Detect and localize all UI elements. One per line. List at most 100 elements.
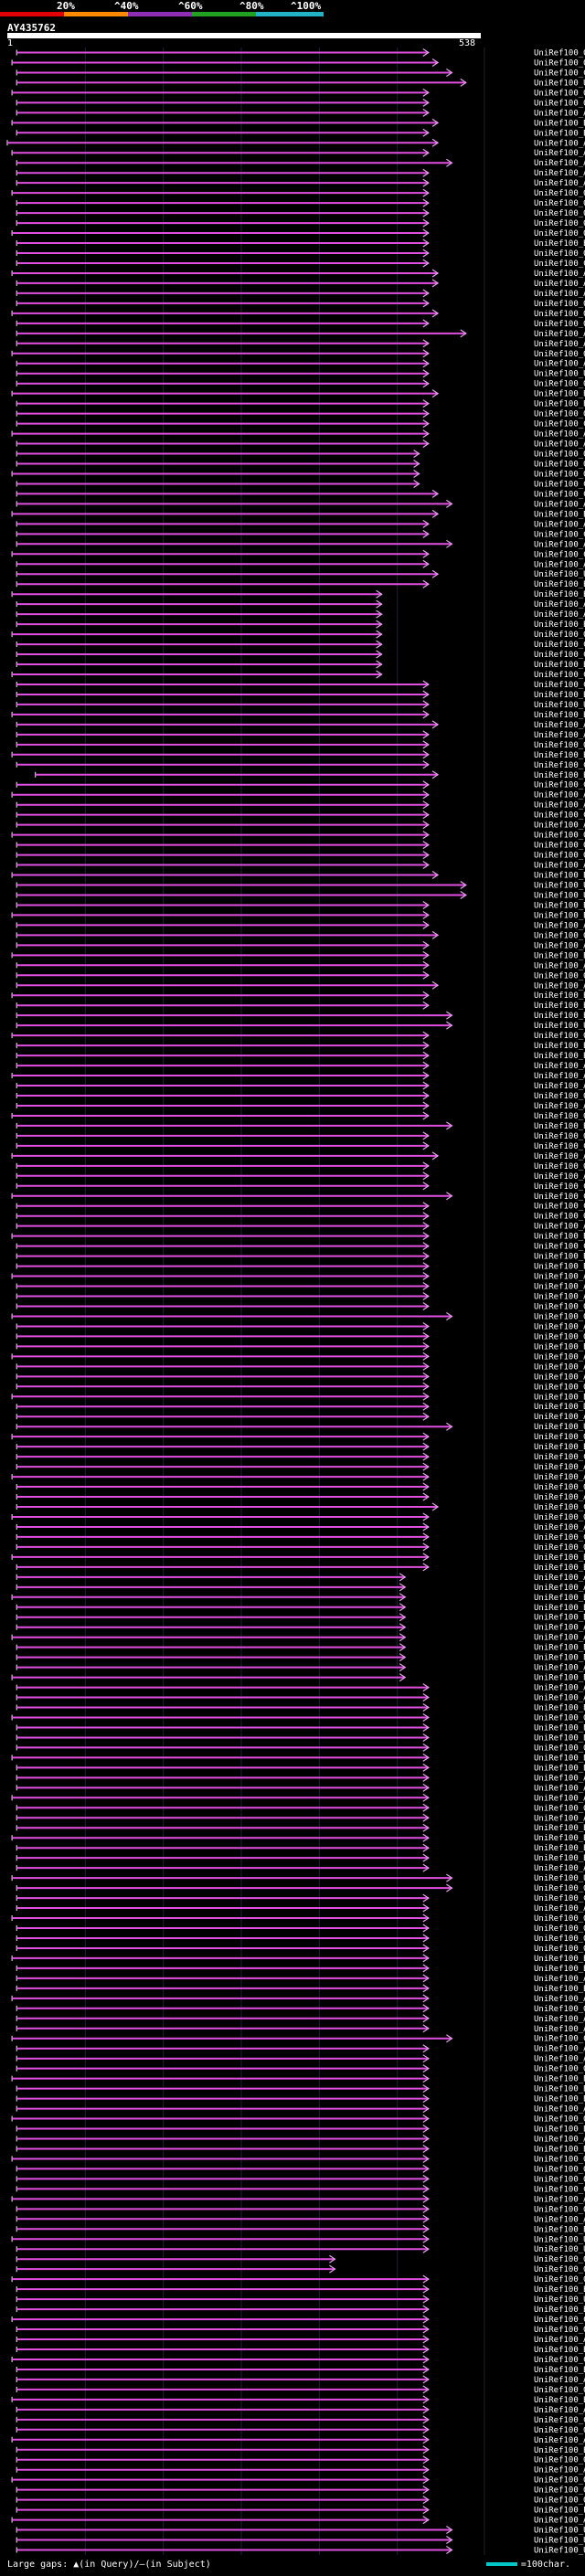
hit-label[interactable]: UniRef100_B4INF7 bbox=[534, 1263, 585, 1272]
hit-row[interactable]: UniRef100_A5E9V6 bbox=[16, 289, 585, 299]
hit-row[interactable]: UniRef100_UP1000... bbox=[11, 1873, 585, 1883]
hit-row[interactable]: UniRef100_B1W695 bbox=[16, 1442, 585, 1452]
hit-row[interactable]: UniRef100_Q0UCZ2 bbox=[11, 831, 585, 841]
hit-row[interactable]: UniRef100_Q7U730 bbox=[16, 2204, 585, 2214]
hit-label[interactable]: UniRef100_B9JUW6 bbox=[534, 2095, 585, 2104]
hit-row[interactable]: UniRef100_UP1000... bbox=[16, 2526, 585, 2536]
hit-row[interactable]: UniRef100_Q1NS76 bbox=[11, 349, 585, 359]
hit-label[interactable]: UniRef100_B1J4P8 bbox=[534, 1614, 585, 1623]
hit-label[interactable]: UniRef100_B1Z9Y6 bbox=[534, 1012, 585, 1021]
hit-row[interactable]: UniRef100_Q1DFH7 bbox=[11, 2274, 585, 2284]
hit-row[interactable]: UniRef100_A3VMH4 bbox=[16, 168, 585, 178]
hit-label[interactable]: UniRef100_B5ZN75 bbox=[534, 991, 585, 1001]
hit-row[interactable]: UniRef100_Q1AW29 bbox=[11, 1913, 585, 1924]
hit-label[interactable]: UniRef100_B9KMN7 bbox=[534, 1393, 585, 1402]
hit-row[interactable]: UniRef100_C6W304 bbox=[11, 2355, 585, 2365]
hit-row[interactable]: UniRef100_B0QCR3 bbox=[16, 2125, 585, 2135]
hit-row[interactable]: UniRef100_A3VF36 bbox=[16, 821, 585, 831]
hit-row[interactable]: UniRef100_B0T2L8 bbox=[11, 1954, 585, 1964]
hit-row[interactable]: UniRef100_Q4KGQ7 bbox=[16, 1934, 585, 1944]
hit-label[interactable]: UniRef100_Q2BX17 bbox=[534, 58, 585, 68]
hit-label[interactable]: UniRef100_A0J4T0 bbox=[534, 109, 585, 118]
hit-label[interactable]: UniRef100_B8GVZ7 bbox=[534, 2075, 585, 2084]
hit-row[interactable]: UniRef100_Q1MJL59 bbox=[16, 379, 585, 389]
hit-label[interactable]: UniRef100_B4WCM5 bbox=[534, 1764, 585, 1773]
hit-label[interactable]: UniRef100_C2IDN2 bbox=[534, 260, 585, 269]
hit-row[interactable]: UniRef100_B8FFE7 bbox=[16, 620, 585, 630]
hit-label[interactable]: UniRef100_A0LPB3 bbox=[534, 2215, 585, 2224]
hit-label[interactable]: UniRef100_UP1000... bbox=[534, 2295, 585, 2305]
hit-label[interactable]: UniRef100_C1AWO5 bbox=[534, 1894, 585, 1903]
hit-label[interactable]: UniRef100_Q8DHT3 bbox=[534, 1302, 585, 1311]
hit-label[interactable]: UniRef100_B4BBD0 bbox=[534, 1342, 585, 1352]
hit-label[interactable]: UniRef100_A9F3B3 bbox=[534, 961, 585, 970]
hit-label[interactable]: UniRef100_B5SLN8 bbox=[534, 2366, 585, 2375]
hit-label[interactable]: UniRef100_B7GZ56 bbox=[534, 2446, 585, 2455]
hit-label[interactable]: UniRef100_Q46V11 bbox=[534, 1433, 585, 1442]
hit-label[interactable]: UniRef100_A4GPR0 bbox=[534, 2406, 585, 2415]
hit-row[interactable]: UniRef100_A6BQ26 bbox=[16, 1492, 585, 1502]
hit-label[interactable]: UniRef100_C4QK58 bbox=[534, 490, 585, 499]
hit-row[interactable]: UniRef100_B5W7L8 bbox=[16, 1853, 585, 1863]
hit-row[interactable]: UniRef100_Q76QN6 bbox=[16, 2455, 585, 2465]
hit-row[interactable]: UniRef100_B1YU06 bbox=[16, 1001, 585, 1011]
hit-row[interactable]: UniRef100_B9KHQ7 bbox=[11, 710, 585, 720]
hit-label[interactable]: UniRef100_A9DCV1 bbox=[534, 159, 585, 168]
hit-label[interactable]: UniRef100_A6E1I6 bbox=[534, 1352, 585, 1362]
hit-row[interactable]: UniRef100_C7I038 bbox=[16, 2415, 585, 2425]
hit-row[interactable]: UniRef100_B9JUW6 bbox=[16, 2094, 585, 2104]
hit-row[interactable]: UniRef100_A8LKP1 bbox=[16, 539, 585, 549]
hit-label[interactable]: UniRef100_B0QCR3 bbox=[534, 2125, 585, 2135]
hit-row[interactable]: UniRef100_Q11TXI bbox=[16, 851, 585, 861]
hit-row[interactable]: UniRef100_Q27EI1 bbox=[11, 2475, 585, 2486]
hit-row[interactable]: UniRef100_A4EFL4 bbox=[16, 329, 585, 339]
hit-label[interactable]: UniRef100_B9KHQ7 bbox=[534, 711, 585, 720]
hit-label[interactable]: UniRef100_A7ILX3 bbox=[534, 721, 585, 730]
hit-row[interactable]: UniRef100_Q0S1X8 bbox=[16, 198, 585, 208]
hit-label[interactable]: UniRef100_Q2U3N5 bbox=[534, 741, 585, 750]
hit-label[interactable]: UniRef100_B5JIL8 bbox=[534, 2145, 585, 2154]
hit-row[interactable]: UniRef100_A1B5M4 bbox=[16, 178, 585, 188]
hit-label[interactable]: UniRef100_B9C5K0 bbox=[534, 1654, 585, 1663]
hit-label[interactable]: UniRef100_A1U1D3 bbox=[534, 1574, 585, 1583]
hit-row[interactable]: UniRef100_C9VTP5 bbox=[11, 549, 585, 559]
hit-label[interactable]: UniRef100_UP1000... bbox=[534, 2245, 585, 2254]
hit-label[interactable]: UniRef100_B0T2L8 bbox=[534, 1955, 585, 1964]
hit-label[interactable]: UniRef100_A1WGS3 bbox=[534, 1794, 585, 1803]
hit-label[interactable]: UniRef100_A4EFL4 bbox=[534, 330, 585, 339]
hit-row[interactable]: UniRef100_Q2QAL0 bbox=[16, 1131, 585, 1141]
hit-label[interactable]: UniRef100_A0VY16 bbox=[534, 430, 585, 440]
hit-label[interactable]: UniRef100_C4H159 bbox=[534, 761, 585, 770]
hit-label[interactable]: UniRef100_A3N663 bbox=[534, 1995, 585, 2004]
hit-row[interactable]: UniRef100_A2VWB8 bbox=[16, 1693, 585, 1703]
hit-label[interactable]: UniRef100_A5VA24 bbox=[534, 340, 585, 349]
hit-row[interactable]: UniRef100_C6QH32 bbox=[16, 68, 585, 78]
hit-row[interactable]: UniRef100_B9C5K0 bbox=[16, 1653, 585, 1663]
hit-row[interactable]: UniRef100_A4GPR0 bbox=[16, 2405, 585, 2415]
hit-label[interactable]: UniRef100_Q2JSS0 bbox=[534, 461, 585, 470]
hit-label[interactable]: UniRef100_C7QLT3 bbox=[534, 480, 585, 489]
hit-row[interactable]: UniRef100_A3EYU7 bbox=[11, 2194, 585, 2204]
hit-label[interactable]: UniRef100_B3QH35 bbox=[534, 1233, 585, 1242]
hit-label[interactable]: UniRef100_A7HPR8 bbox=[534, 280, 585, 289]
hit-label[interactable]: UniRef100_UP1000... bbox=[534, 891, 585, 900]
hit-row[interactable]: UniRef100_Q6VNZ1 bbox=[11, 1031, 585, 1041]
hit-row[interactable]: UniRef100_C3V6V1 bbox=[16, 640, 585, 650]
hit-row[interactable]: UniRef100_B9KMN7 bbox=[11, 1392, 585, 1402]
hit-row[interactable]: UniRef100_Q7WGH8 bbox=[16, 2254, 585, 2264]
hit-label[interactable]: UniRef100_C5W8H5 bbox=[534, 2035, 585, 2044]
hit-label[interactable]: UniRef100_A4WP48 bbox=[534, 1062, 585, 1071]
hit-label[interactable]: UniRef100_Q0FEC7 bbox=[534, 2115, 585, 2125]
hit-label[interactable]: UniRef100_Q0S1X8 bbox=[534, 199, 585, 208]
hit-label[interactable]: UniRef100_A1K8E8 bbox=[534, 1172, 585, 1182]
hit-row[interactable]: UniRef100_C7JBF1 bbox=[16, 1141, 585, 1151]
hit-row[interactable]: UniRef100_B2TIH5 bbox=[11, 2395, 585, 2405]
hit-row[interactable]: UniRef100_B0S9I6 bbox=[16, 1843, 585, 1853]
hit-label[interactable]: UniRef100_Q7M5V6 bbox=[534, 2165, 585, 2174]
hit-label[interactable]: UniRef100_Q1YTS1 bbox=[534, 1213, 585, 1222]
hit-row[interactable]: UniRef100_Q481N5 bbox=[16, 2174, 585, 2184]
hit-row[interactable]: UniRef100_Q8EEC3 bbox=[16, 2004, 585, 2014]
hit-row[interactable]: UniRef100_Q2BX17 bbox=[11, 58, 585, 68]
hit-label[interactable]: UniRef100_A3NZ04 bbox=[534, 440, 585, 450]
hit-row[interactable]: UniRef100_A3Y4T0 bbox=[16, 1372, 585, 1382]
